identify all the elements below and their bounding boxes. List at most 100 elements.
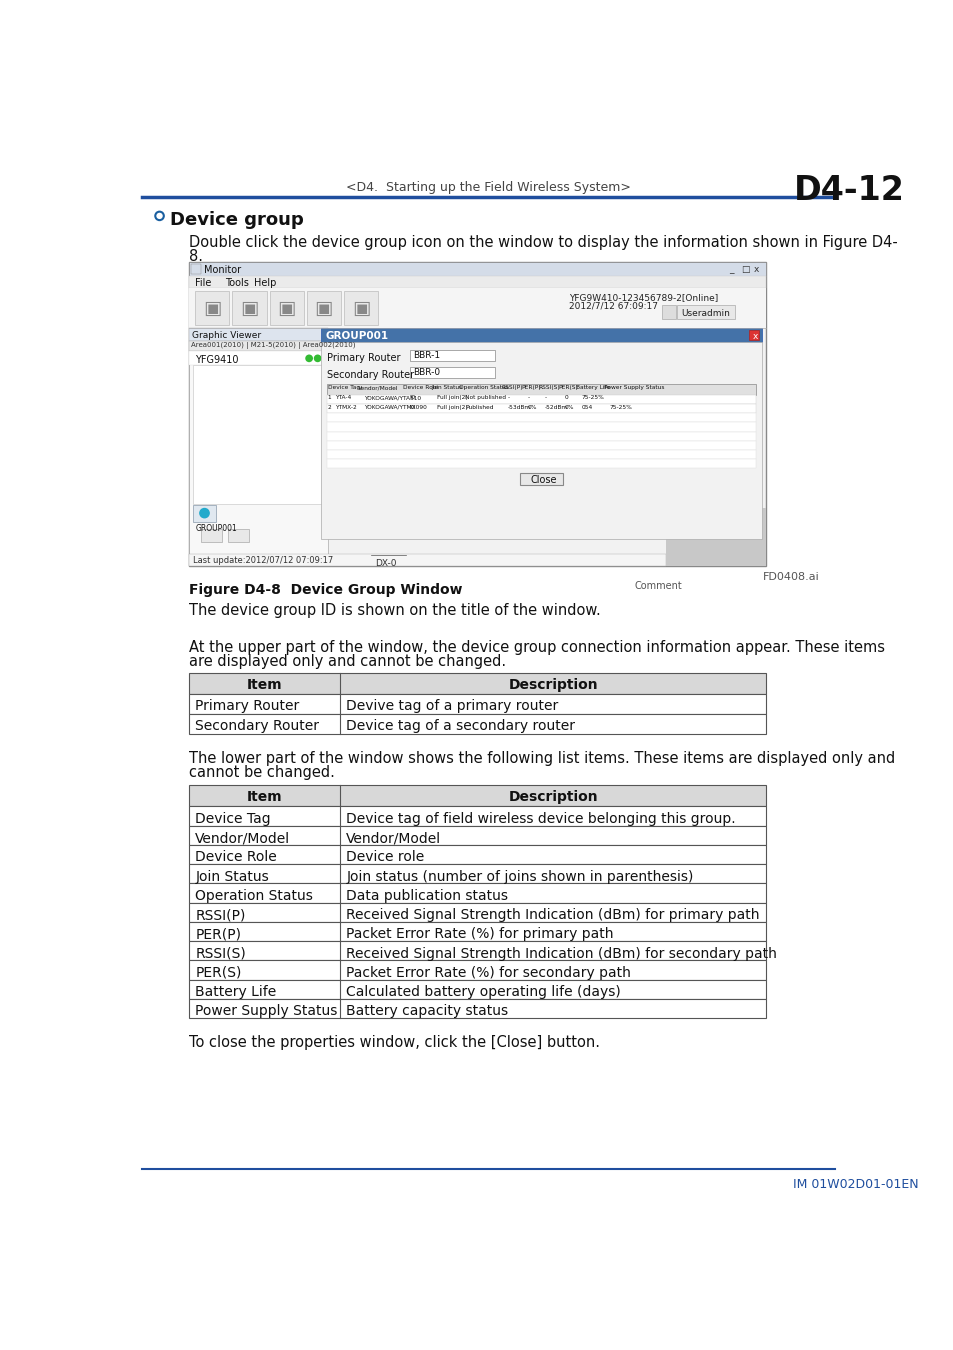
Text: Secondary Router: Secondary Router xyxy=(195,720,319,733)
Text: 75-25%: 75-25% xyxy=(609,405,632,409)
Text: Item: Item xyxy=(246,790,282,805)
Text: Not published: Not published xyxy=(464,396,505,401)
Text: 054: 054 xyxy=(581,405,593,409)
Bar xyxy=(327,459,756,468)
Text: Packet Error Rate (%) for primary path: Packet Error Rate (%) for primary path xyxy=(346,927,613,941)
Text: YOKOGAWA/YTMX090: YOKOGAWA/YTMX090 xyxy=(364,405,427,409)
Text: Device Tag: Device Tag xyxy=(195,811,271,826)
Bar xyxy=(193,366,324,504)
Bar xyxy=(189,275,765,289)
Bar xyxy=(320,342,761,539)
Text: -: - xyxy=(507,396,509,401)
Text: 0: 0 xyxy=(564,396,568,401)
Circle shape xyxy=(305,355,313,362)
Text: YFG9W410-123456789-2[Online]: YFG9W410-123456789-2[Online] xyxy=(568,293,718,302)
Text: Figure D4-8  Device Group Window: Figure D4-8 Device Group Window xyxy=(189,583,462,597)
Bar xyxy=(189,554,665,566)
Text: 2012/7/12 67:09:17: 2012/7/12 67:09:17 xyxy=(568,301,657,310)
Bar xyxy=(189,864,765,883)
Text: Tools: Tools xyxy=(224,278,249,289)
Text: Calculated battery operating life (days): Calculated battery operating life (days) xyxy=(346,986,620,999)
Text: Received Signal Strength Indication (dBm) for primary path: Received Signal Strength Indication (dBm… xyxy=(346,909,759,922)
Text: Device tag of field wireless device belonging this group.: Device tag of field wireless device belo… xyxy=(346,811,735,826)
Text: YOKOGAWA/YTA310: YOKOGAWA/YTA310 xyxy=(364,396,421,401)
Text: Device Tag: Device Tag xyxy=(328,385,360,390)
Bar xyxy=(519,472,562,486)
Bar xyxy=(189,289,765,328)
Bar xyxy=(189,922,765,941)
Text: -52dBm: -52dBm xyxy=(544,405,567,409)
Text: -53dBm: -53dBm xyxy=(507,405,530,409)
Text: Join status (number of joins shown in parenthesis): Join status (number of joins shown in pa… xyxy=(346,869,693,884)
Text: DX-0: DX-0 xyxy=(375,559,396,568)
Bar xyxy=(189,960,765,980)
Bar xyxy=(191,265,201,274)
Text: RSSI(P): RSSI(P) xyxy=(500,385,522,390)
Text: D4-12: D4-12 xyxy=(793,174,903,207)
Text: □: □ xyxy=(740,265,749,274)
Bar xyxy=(189,262,765,566)
Text: Last update:2012/07/12 07:09:17: Last update:2012/07/12 07:09:17 xyxy=(193,556,333,566)
Text: PER(S): PER(S) xyxy=(558,385,578,390)
Text: Help: Help xyxy=(253,278,276,289)
Text: Vendor/Model: Vendor/Model xyxy=(357,385,398,390)
Bar xyxy=(189,903,765,922)
Circle shape xyxy=(260,437,288,464)
Bar xyxy=(327,440,756,450)
Text: Primary Router: Primary Router xyxy=(195,699,299,713)
Bar xyxy=(189,714,765,734)
Text: x: x xyxy=(753,265,759,274)
Bar xyxy=(189,941,765,960)
Text: Device tag of a secondary router: Device tag of a secondary router xyxy=(346,720,575,733)
Text: At the upper part of the window, the device group connection information appear.: At the upper part of the window, the dev… xyxy=(189,640,884,655)
Text: IO: IO xyxy=(409,405,416,409)
Text: GROUP001: GROUP001 xyxy=(325,331,388,340)
Bar xyxy=(189,845,765,864)
Bar xyxy=(189,784,765,806)
Text: Item: Item xyxy=(246,678,282,693)
Bar xyxy=(327,413,756,423)
Text: Full join(2): Full join(2) xyxy=(436,396,467,401)
Text: ▣: ▣ xyxy=(352,298,370,317)
Text: Area001(2010) | M21-5(2010) | Area002(2010): Area001(2010) | M21-5(2010) | Area002(20… xyxy=(191,342,355,350)
Text: Battery capacity status: Battery capacity status xyxy=(346,1004,508,1018)
Text: Full join(2): Full join(2) xyxy=(436,405,467,409)
Bar xyxy=(189,826,765,845)
Text: ▣: ▣ xyxy=(203,298,221,317)
Bar xyxy=(307,292,340,325)
Text: 0%: 0% xyxy=(564,405,574,409)
Text: PER(P): PER(P) xyxy=(521,385,540,390)
Bar xyxy=(189,328,328,554)
Text: PER(S): PER(S) xyxy=(195,965,241,980)
Text: Operation Status: Operation Status xyxy=(458,385,508,390)
Text: Description: Description xyxy=(508,678,598,693)
Bar xyxy=(327,383,756,394)
Text: Device group: Device group xyxy=(171,211,304,228)
Text: BBR-0: BBR-0 xyxy=(413,369,439,378)
Text: BBR-1: BBR-1 xyxy=(413,351,439,360)
Bar xyxy=(189,694,765,714)
Text: Power Supply Status: Power Supply Status xyxy=(603,385,663,390)
Text: 8.: 8. xyxy=(189,248,203,265)
Text: Device role: Device role xyxy=(346,850,424,864)
Text: To close the properties window, click the [Close] button.: To close the properties window, click th… xyxy=(189,1035,599,1050)
Text: RSSI(P): RSSI(P) xyxy=(195,909,245,922)
Text: YFG9410: YFG9410 xyxy=(195,355,238,364)
Circle shape xyxy=(314,355,321,362)
Bar xyxy=(189,883,765,903)
Text: The device group ID is shown on the title of the window.: The device group ID is shown on the titl… xyxy=(189,603,600,618)
Text: IO: IO xyxy=(409,396,416,401)
Text: Received Signal Strength Indication (dBm) for secondary path: Received Signal Strength Indication (dBm… xyxy=(346,946,777,961)
Text: are displayed only and cannot be changed.: are displayed only and cannot be changed… xyxy=(189,653,506,670)
Bar xyxy=(410,350,495,360)
Text: -: - xyxy=(544,396,546,401)
Text: Devive tag of a primary router: Devive tag of a primary router xyxy=(346,699,558,713)
Text: x: x xyxy=(752,332,757,342)
Text: Join Status: Join Status xyxy=(431,385,461,390)
Bar xyxy=(189,980,765,999)
Text: File: File xyxy=(195,278,212,289)
Text: 75-25%: 75-25% xyxy=(581,396,604,401)
Bar xyxy=(193,505,216,522)
Text: <D4.  Starting up the Field Wireless System>: <D4. Starting up the Field Wireless Syst… xyxy=(346,181,631,194)
Text: ▣: ▣ xyxy=(314,298,333,317)
